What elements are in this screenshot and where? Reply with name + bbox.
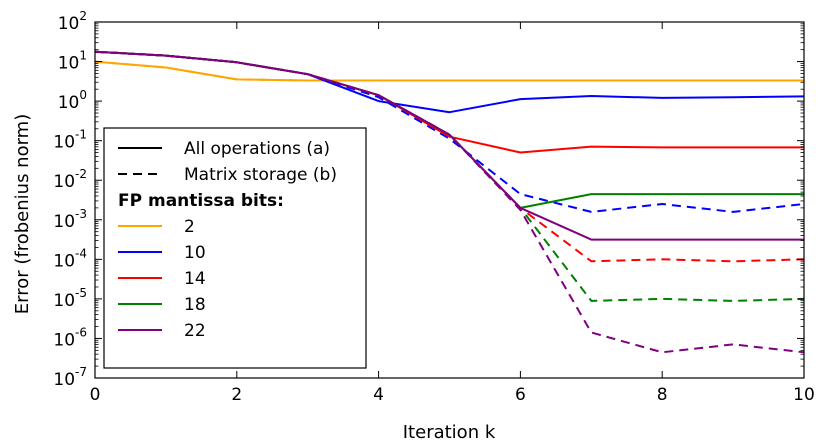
legend-box bbox=[103, 127, 367, 369]
plot-frame bbox=[94, 21, 805, 379]
y-tick-label: 10-6 bbox=[53, 325, 87, 350]
x-tick-label: 8 bbox=[657, 385, 668, 405]
y-tick-label: 101 bbox=[58, 49, 87, 74]
series-line-22-all-ops bbox=[94, 50, 804, 241]
legend-label: Matrix storage (b) bbox=[184, 165, 337, 185]
x-tick-label: 10 bbox=[793, 385, 815, 405]
series-line-22-storage bbox=[94, 50, 805, 354]
series-layer bbox=[94, 50, 805, 354]
x-tick-label: 4 bbox=[373, 385, 384, 405]
series-line-18-storage bbox=[94, 50, 805, 302]
x-tick-label: 2 bbox=[231, 385, 242, 405]
y-tick-label: 10-2 bbox=[53, 167, 87, 192]
x-tick-label: 6 bbox=[515, 385, 526, 405]
y-tick-label: 10-3 bbox=[53, 207, 87, 232]
series-line-2-storage bbox=[94, 60, 804, 82]
y-tick-label: 10-4 bbox=[53, 246, 87, 271]
y-axis-label: Error (frobenius norm) bbox=[12, 114, 33, 314]
y-tick-label: 10-1 bbox=[53, 128, 87, 153]
legend-bits-label: 14 bbox=[184, 269, 206, 289]
legend: All operations (a) Matrix storage (b) FP m… bbox=[103, 127, 367, 369]
legend-bits-label: 10 bbox=[184, 243, 206, 263]
legend-bits-label: 22 bbox=[184, 321, 206, 341]
y-tick-label: 100 bbox=[58, 88, 87, 113]
axes-layer: 0 2 4 6 8 1010210110010-110-210-310-410-510-6… bbox=[53, 9, 814, 405]
legend-label: All operations (a) bbox=[184, 139, 330, 159]
x-tick-label: 0 bbox=[90, 385, 101, 405]
y-tick-label: 102 bbox=[58, 9, 87, 34]
legend-bits-label: 2 bbox=[184, 217, 195, 237]
legend-heading: FP mantissa bits: bbox=[118, 191, 284, 211]
y-tick-label: 10-7 bbox=[53, 365, 87, 390]
x-axis-label: Iteration k bbox=[403, 422, 496, 443]
y-tick-label: 10-5 bbox=[53, 286, 87, 311]
legend-bits-label: 18 bbox=[184, 295, 206, 315]
